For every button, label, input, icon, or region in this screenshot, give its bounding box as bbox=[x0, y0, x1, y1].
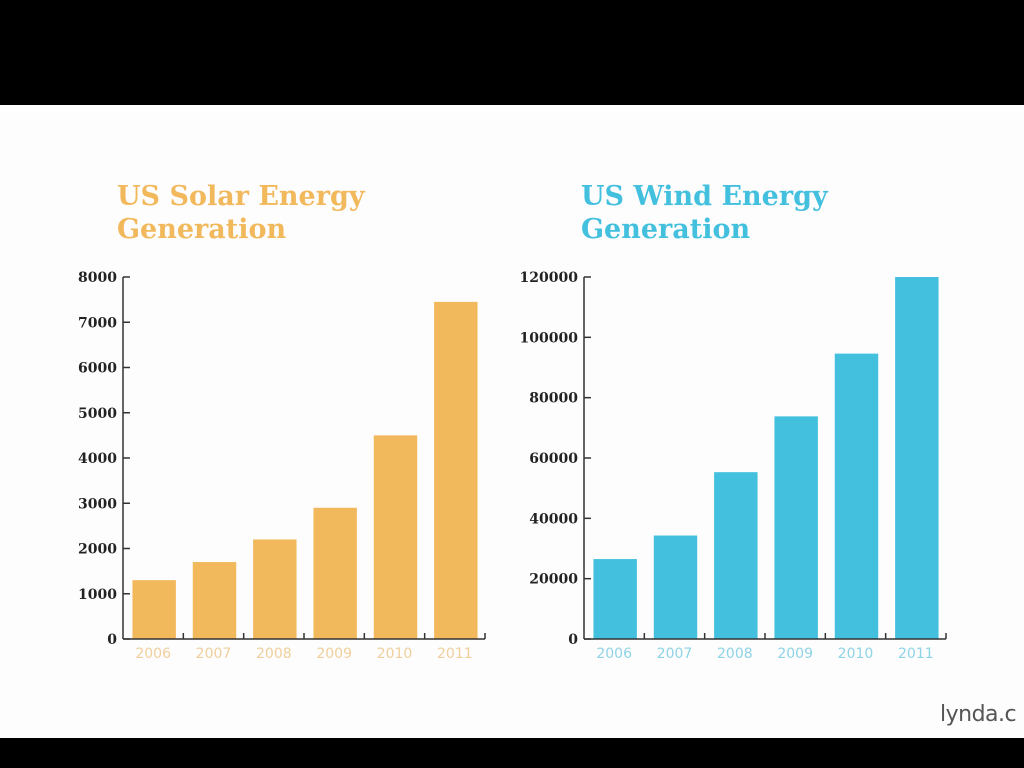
solar-chart: 2006 2007 2008 2009 2010 2011 0 1000 2000 3000 400… bbox=[78, 270, 486, 662]
solar-bar-2010 bbox=[373, 435, 418, 639]
wind-x-tick-label: 2010 bbox=[838, 646, 874, 662]
wind-chart-title: US Wind Energy Generation bbox=[581, 180, 828, 246]
wind-x-tick-label: 2006 bbox=[596, 646, 632, 662]
solar-y-tick-label: 8000 bbox=[78, 270, 117, 286]
solar-y-tick-label: 2000 bbox=[78, 542, 117, 558]
wind-bar-2010 bbox=[834, 353, 879, 639]
wind-y-tick-label: 0 bbox=[568, 632, 578, 648]
solar-x-tick-label: 2009 bbox=[316, 646, 352, 662]
solar-title-line-1: US Solar Energy bbox=[117, 181, 365, 212]
solar-y-tick-label: 4000 bbox=[78, 451, 117, 467]
wind-title-line-1: US Wind Energy bbox=[581, 181, 828, 212]
wind-y-tick-label: 100000 bbox=[520, 330, 579, 346]
solar-title-line-2: Generation bbox=[117, 214, 287, 245]
solar-chart-title: US Solar Energy Generation bbox=[117, 180, 365, 246]
wind-chart: 2006 2007 2008 2009 2010 2011 0 20000 40000 60000… bbox=[520, 270, 947, 662]
lynda-logo: lynda.c bbox=[940, 702, 1017, 727]
solar-bar-2006 bbox=[132, 580, 176, 639]
wind-bar-2006 bbox=[593, 559, 637, 639]
solar-y-tick-label: 7000 bbox=[78, 315, 117, 331]
wind-bar-2011 bbox=[895, 277, 939, 639]
wind-y-tick-label: 120000 bbox=[520, 270, 579, 286]
wind-y-tick-label: 80000 bbox=[529, 391, 578, 407]
solar-bar-2008 bbox=[253, 539, 297, 639]
charts-canvas: 2006 2007 2008 2009 2010 2011 0 1000 2000 3000 400… bbox=[78, 270, 947, 662]
solar-bar-2007 bbox=[192, 562, 237, 639]
wind-bar-2008 bbox=[714, 472, 758, 639]
solar-y-tick-label: 3000 bbox=[78, 496, 117, 512]
wind-bar-2009 bbox=[774, 416, 818, 639]
solar-x-tick-label: 2008 bbox=[256, 646, 292, 662]
solar-x-tick-label: 2007 bbox=[196, 646, 232, 662]
solar-y-tick-label: 6000 bbox=[78, 361, 117, 377]
solar-y-tick-label: 1000 bbox=[78, 587, 117, 603]
wind-x-tick-label: 2008 bbox=[717, 646, 753, 662]
solar-x-tick-label: 2011 bbox=[437, 646, 473, 662]
wind-y-tick-label: 40000 bbox=[529, 511, 578, 527]
wind-title-line-2: Generation bbox=[581, 214, 751, 245]
wind-x-tick-label: 2009 bbox=[777, 646, 813, 662]
wind-bar-2007 bbox=[653, 535, 698, 639]
slide: US Solar Energy Generation US Wind Energ… bbox=[0, 105, 1024, 738]
wind-x-tick-label: 2007 bbox=[657, 646, 693, 662]
solar-y-tick-label: 0 bbox=[107, 632, 117, 648]
solar-bar-2011 bbox=[434, 301, 478, 639]
solar-bar-2009 bbox=[313, 507, 357, 639]
wind-y-tick-label: 60000 bbox=[529, 451, 578, 467]
wind-x-tick-label: 2011 bbox=[898, 646, 934, 662]
wind-y-tick-label: 20000 bbox=[529, 572, 578, 588]
solar-x-tick-label: 2010 bbox=[377, 646, 413, 662]
solar-y-tick-label: 5000 bbox=[78, 406, 117, 422]
solar-x-tick-label: 2006 bbox=[135, 646, 171, 662]
